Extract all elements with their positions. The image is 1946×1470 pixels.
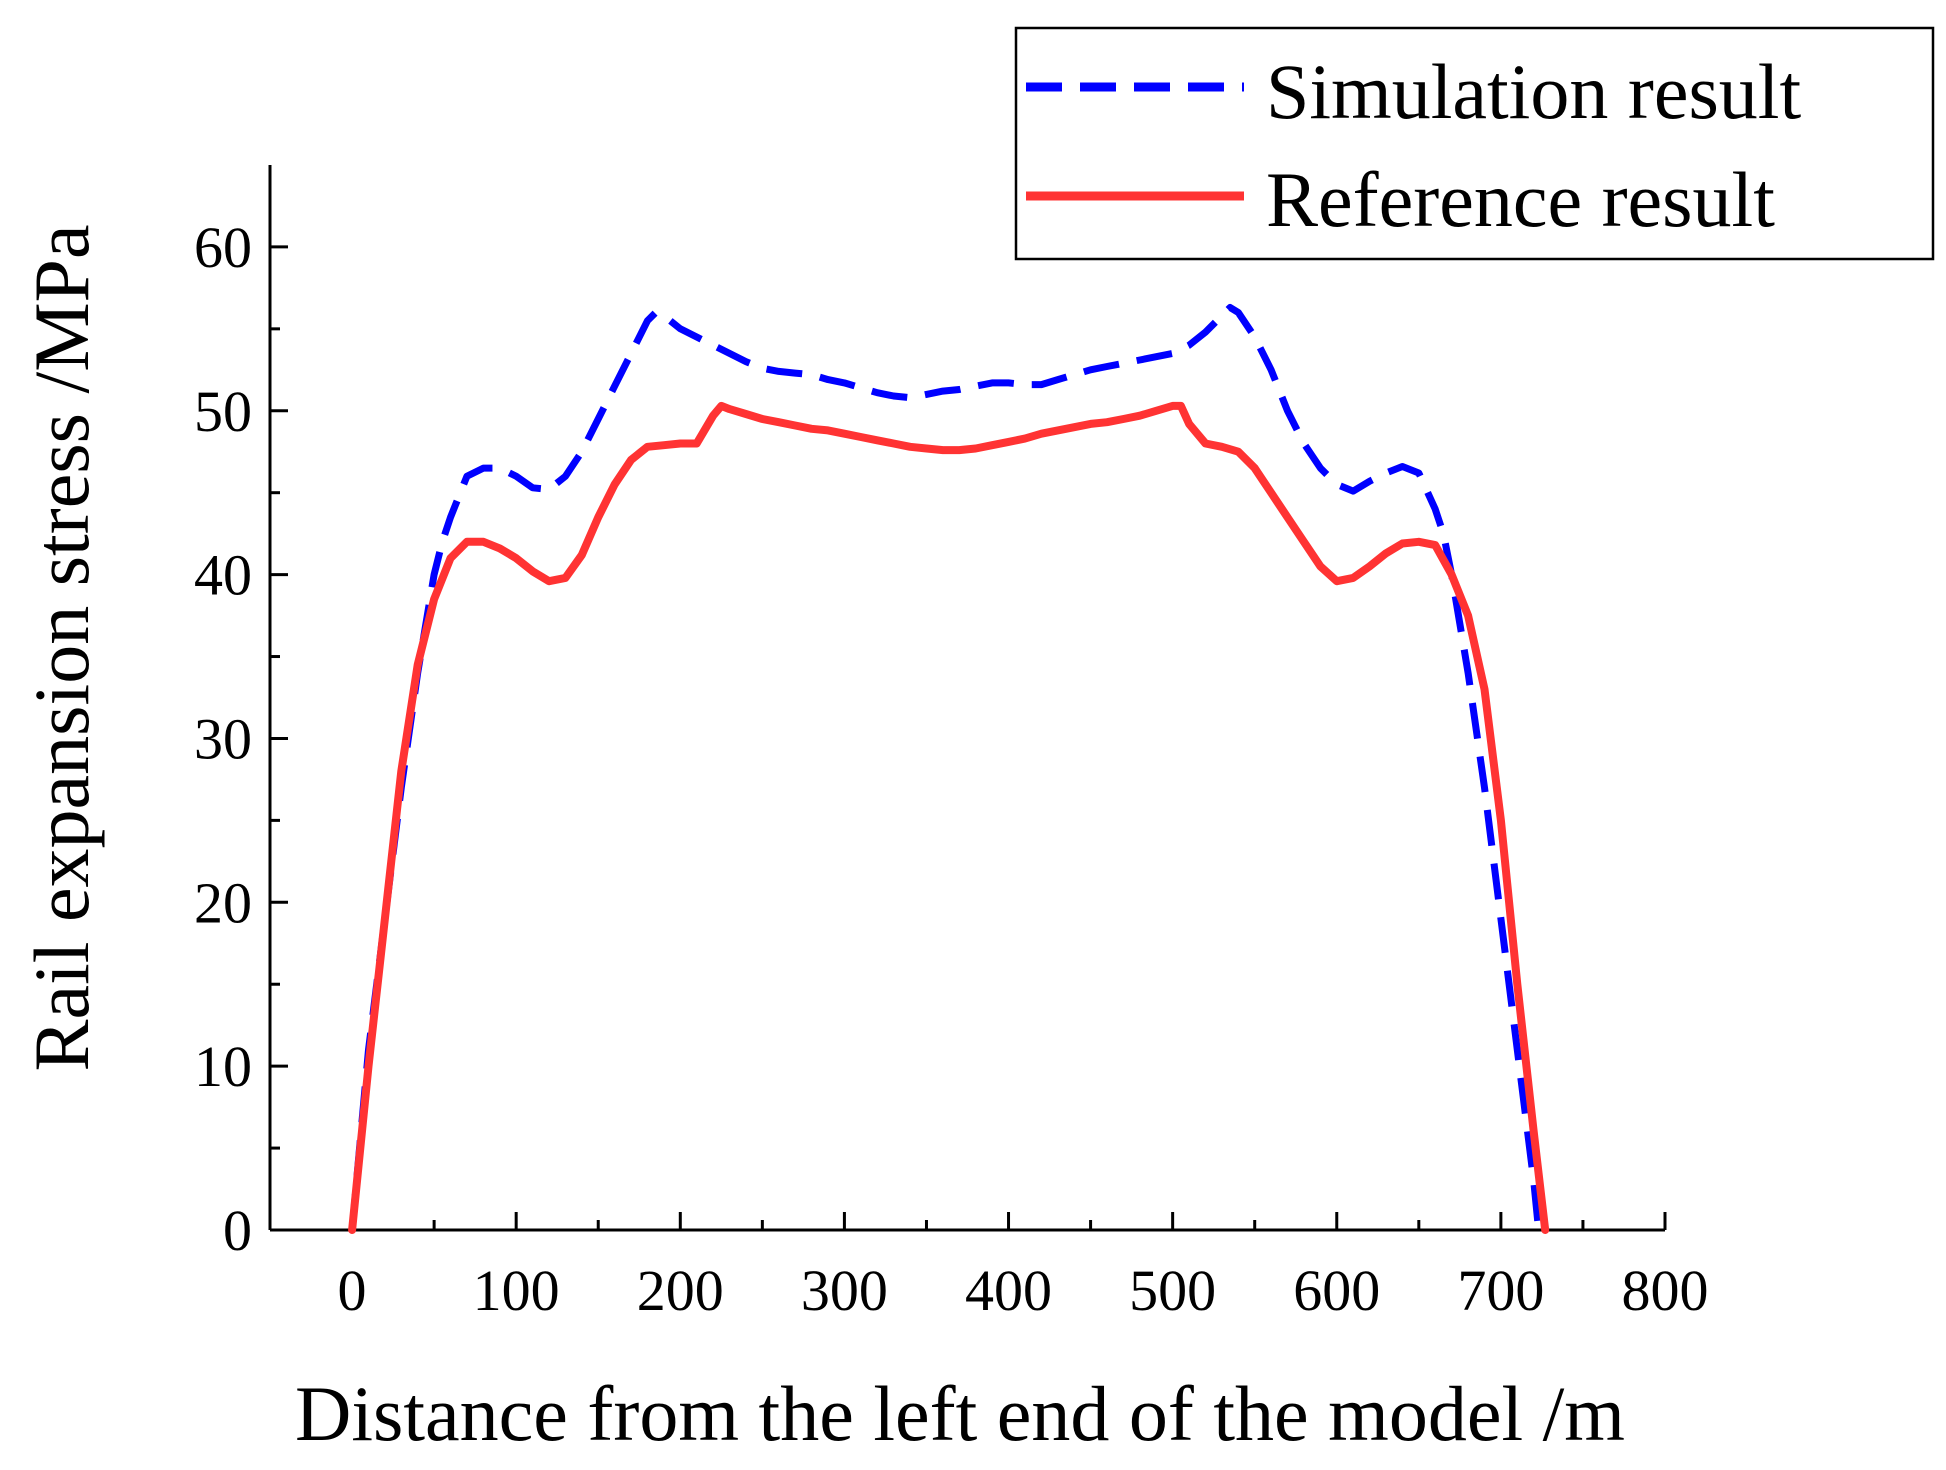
x-tick-label-800: 800: [1622, 1258, 1709, 1323]
y-tick-label-10: 10: [194, 1034, 252, 1099]
x-tick-label-200: 200: [637, 1258, 724, 1323]
x-tick-label-400: 400: [965, 1258, 1052, 1323]
y-tick-label-30: 30: [194, 706, 252, 771]
y-tick-label-40: 40: [194, 543, 252, 608]
x-axis-title: Distance from the left end of the model …: [295, 1370, 1625, 1457]
y-tick-label-20: 20: [194, 870, 252, 935]
x-tick-label-100: 100: [473, 1258, 560, 1323]
y-tick-label-0: 0: [223, 1198, 252, 1263]
series-layer: [348, 304, 1550, 1234]
y-tick-label-60: 60: [194, 215, 252, 280]
x-tick-label-0: 0: [338, 1258, 367, 1323]
y-ticks: [270, 245, 288, 1232]
legend: Simulation result Reference result: [1014, 26, 1935, 261]
axes: [268, 165, 1665, 1232]
x-tick-label-700: 700: [1457, 1258, 1544, 1323]
x-tick-label-600: 600: [1293, 1258, 1380, 1323]
x-tick-labels: 0 100 200 300 400 500 600 700 800: [338, 1258, 1709, 1323]
legend-label-reference: Reference result: [1266, 156, 1775, 243]
series-line-simulation: [348, 304, 1543, 1231]
legend-label-simulation: Simulation result: [1266, 48, 1801, 135]
y-axis-title: Rail expansion stress /MPa: [18, 224, 105, 1071]
x-tick-label-300: 300: [801, 1258, 888, 1323]
y-tick-label-50: 50: [194, 379, 252, 444]
legend-box: [1014, 26, 1935, 261]
x-tick-label-500: 500: [1129, 1258, 1216, 1323]
series-line-reference: [348, 401, 1550, 1234]
y-tick-labels: 0 10 20 30 40 50 60: [194, 215, 252, 1263]
